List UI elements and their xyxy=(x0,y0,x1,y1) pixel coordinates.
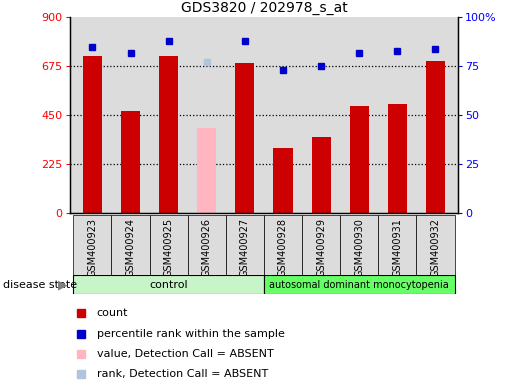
Bar xyxy=(197,128,216,213)
Bar xyxy=(235,63,254,213)
Bar xyxy=(111,215,149,275)
Bar xyxy=(73,275,264,294)
Bar xyxy=(121,111,140,213)
Text: GSM400925: GSM400925 xyxy=(164,218,174,277)
Text: GSM400926: GSM400926 xyxy=(202,218,212,277)
Bar xyxy=(159,56,178,213)
Text: GSM400928: GSM400928 xyxy=(278,218,288,277)
Bar xyxy=(273,148,293,213)
Text: value, Detection Call = ABSENT: value, Detection Call = ABSENT xyxy=(97,349,273,359)
Text: GSM400931: GSM400931 xyxy=(392,218,402,277)
Bar xyxy=(149,215,187,275)
Title: GDS3820 / 202978_s_at: GDS3820 / 202978_s_at xyxy=(181,1,347,15)
Text: percentile rank within the sample: percentile rank within the sample xyxy=(97,329,285,339)
Text: autosomal dominant monocytopenia: autosomal dominant monocytopenia xyxy=(269,280,449,290)
Text: GSM400930: GSM400930 xyxy=(354,218,364,277)
Bar xyxy=(187,215,226,275)
Bar xyxy=(312,137,331,213)
Bar xyxy=(83,56,102,213)
Text: GSM400924: GSM400924 xyxy=(126,218,135,277)
Text: ▶: ▶ xyxy=(58,278,67,291)
Bar xyxy=(340,215,379,275)
Text: count: count xyxy=(97,308,128,318)
Bar xyxy=(264,275,455,294)
Text: control: control xyxy=(149,280,188,290)
Bar xyxy=(417,215,455,275)
Bar xyxy=(388,104,407,213)
Bar xyxy=(350,106,369,213)
Bar xyxy=(264,215,302,275)
Bar xyxy=(226,215,264,275)
Bar xyxy=(379,215,417,275)
Text: GSM400927: GSM400927 xyxy=(240,218,250,277)
Text: GSM400923: GSM400923 xyxy=(88,218,97,277)
Bar xyxy=(302,215,340,275)
Bar xyxy=(73,215,111,275)
Text: disease state: disease state xyxy=(3,280,77,290)
Text: rank, Detection Call = ABSENT: rank, Detection Call = ABSENT xyxy=(97,369,268,379)
Text: GSM400929: GSM400929 xyxy=(316,218,326,277)
Bar xyxy=(426,61,445,213)
Text: GSM400932: GSM400932 xyxy=(431,218,440,277)
